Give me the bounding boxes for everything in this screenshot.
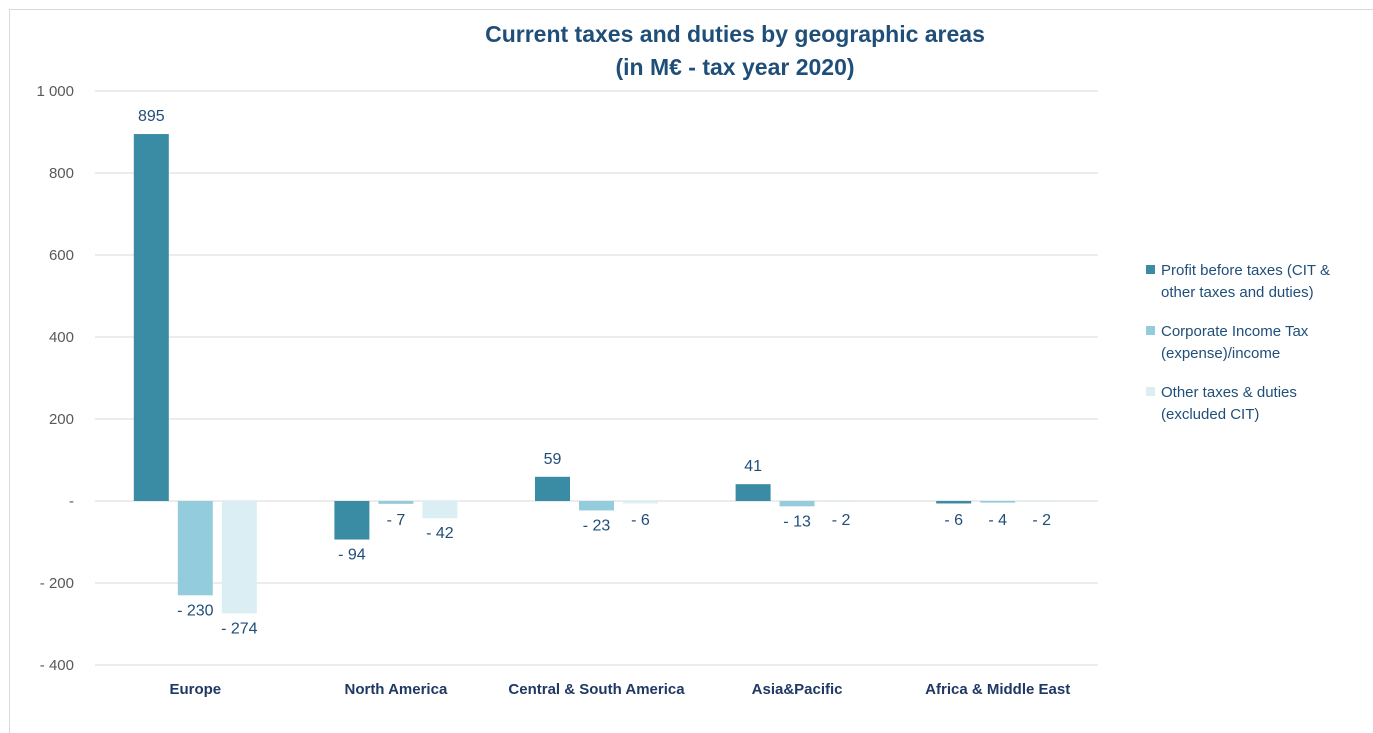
y-tick-label: - 200 xyxy=(40,575,74,592)
y-tick-label: - xyxy=(69,493,74,510)
category-label: Central & South America xyxy=(508,681,685,698)
legend-label: Other taxes & duties xyxy=(1161,384,1297,401)
bar-1-4 xyxy=(735,484,771,501)
data-label: 895 xyxy=(138,108,165,125)
chart-title-line: (in M€ - tax year 2020) xyxy=(615,54,854,80)
data-label: - 42 xyxy=(426,525,454,542)
data-label: - 7 xyxy=(387,512,406,529)
legend-swatch xyxy=(1146,326,1155,335)
category-label: Africa & Middle East xyxy=(925,681,1070,698)
legend-swatch xyxy=(1146,265,1155,274)
data-label: - 4 xyxy=(988,512,1007,529)
y-tick-label: 600 xyxy=(49,247,74,264)
data-label: 41 xyxy=(744,458,762,475)
bar-2-3 xyxy=(579,501,614,511)
y-tick-label: 1 000 xyxy=(36,83,74,100)
legend: Profit before taxes (CIT & other taxes an… xyxy=(1146,262,1330,423)
chart-frame xyxy=(9,9,1373,733)
y-tick-label: 400 xyxy=(49,329,74,346)
bar-1-2 xyxy=(334,501,370,540)
bar-3-3 xyxy=(623,501,658,504)
bar-1-3 xyxy=(535,476,570,501)
data-label: - 94 xyxy=(338,547,366,564)
bar-3-5 xyxy=(1024,501,1060,502)
y-tick-label: 800 xyxy=(49,165,74,182)
legend-label: (expense)/income xyxy=(1161,345,1280,362)
data-label: - 274 xyxy=(221,620,258,637)
category-label: North America xyxy=(344,681,447,698)
category-label: Asia&Pacific xyxy=(752,681,843,698)
y-tick-label: 200 xyxy=(49,411,74,428)
data-label: - 13 xyxy=(783,513,811,530)
legend-label: Profit before taxes (CIT & xyxy=(1161,262,1330,279)
bar-3-2 xyxy=(422,501,458,519)
bar-1-1 xyxy=(133,134,169,502)
data-label: - 23 xyxy=(583,517,611,534)
bar-2-5 xyxy=(980,501,1016,503)
y-axis-ticks: 1 000 800 600 400 200 - - 200 - 400 xyxy=(36,83,74,674)
bar-2-2 xyxy=(378,501,414,504)
bars xyxy=(133,134,1060,614)
bar-2-4 xyxy=(779,501,815,507)
category-label: Europe xyxy=(169,681,221,698)
chart-title-line: Current taxes and duties by geographic a… xyxy=(485,21,985,47)
bar-2-1 xyxy=(177,501,213,596)
data-label: - 6 xyxy=(944,512,963,529)
chart-title: Current taxes and duties by geographic a… xyxy=(485,21,985,80)
data-label: 59 xyxy=(544,451,562,468)
legend-label: (excluded CIT) xyxy=(1161,406,1259,423)
legend-label: other taxes and duties) xyxy=(1161,284,1314,301)
data-label: - 2 xyxy=(1032,512,1051,529)
data-label: - 2 xyxy=(832,512,851,529)
category-labels: Europe North America Central & South Ameri… xyxy=(169,681,1070,698)
legend-swatch xyxy=(1146,387,1155,396)
y-tick-label: - 400 xyxy=(40,657,74,674)
bar-1-5 xyxy=(936,501,972,504)
legend-label: Corporate Income Tax xyxy=(1161,323,1309,340)
data-label: - 230 xyxy=(177,602,214,619)
data-labels: 895 - 230 - 274 - 94 - 7 - 42 59 - 23 - 6 41 - 13 -… xyxy=(138,108,1051,637)
bar-3-1 xyxy=(221,501,257,614)
data-label: - 6 xyxy=(631,512,650,529)
bar-3-4 xyxy=(823,501,859,502)
